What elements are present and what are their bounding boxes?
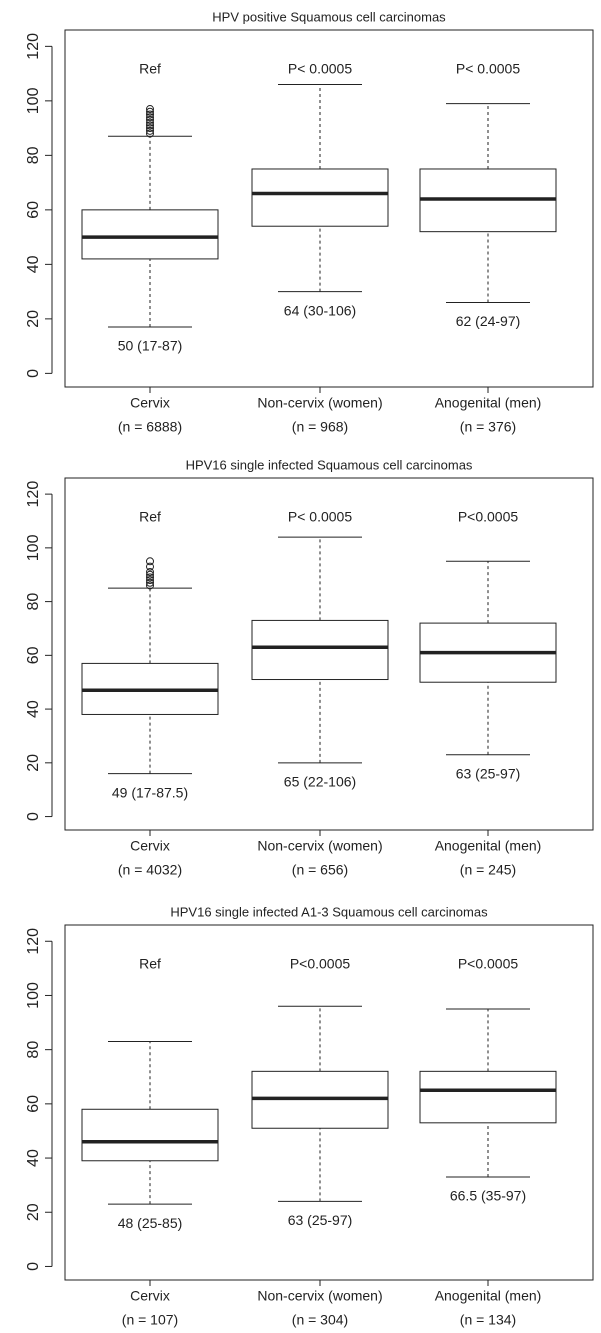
stat-label: 49 (17-87.5) xyxy=(112,784,188,800)
outlier xyxy=(146,124,154,133)
count-label: (n = 376) xyxy=(460,419,516,435)
count-label: (n = 4032) xyxy=(118,862,182,878)
outlier xyxy=(146,557,154,566)
x-tick-label: Anogenital (men) xyxy=(435,395,542,411)
y-tick-label: 20 xyxy=(25,1203,42,1221)
outlier xyxy=(146,113,154,122)
y-tick-label: 120 xyxy=(25,33,42,60)
outlier xyxy=(146,110,154,119)
chart-title: HPV16 single infected Squamous cell carc… xyxy=(186,457,473,472)
outlier xyxy=(146,118,154,127)
y-tick-label: 100 xyxy=(25,534,42,561)
p-label: P< 0.0005 xyxy=(456,61,520,77)
outlier xyxy=(146,105,154,114)
plot-frame xyxy=(64,924,594,1281)
box xyxy=(81,209,219,260)
y-tick-label: 120 xyxy=(25,928,42,955)
x-tick-label: Anogenital (men) xyxy=(435,1288,542,1304)
y-tick-label: 40 xyxy=(25,1149,42,1167)
outlier xyxy=(146,581,154,590)
y-tick-label: 0 xyxy=(25,369,42,378)
x-tick-label: Cervix xyxy=(130,395,170,411)
x-tick-label: Cervix xyxy=(130,838,170,854)
y-tick-label: 0 xyxy=(25,1262,42,1271)
outlier xyxy=(146,115,154,124)
box xyxy=(251,619,389,681)
y-tick-label: 80 xyxy=(25,1041,42,1059)
outlier xyxy=(146,126,154,135)
plot-frame xyxy=(64,477,594,831)
x-tick-label: Cervix xyxy=(130,1288,170,1304)
p-label: Ref xyxy=(139,509,161,525)
stat-label: 63 (25-97) xyxy=(288,1212,353,1228)
stat-label: 65 (22-106) xyxy=(284,774,356,790)
stat-label: 64 (30-106) xyxy=(284,302,356,318)
stat-label: 62 (24-97) xyxy=(456,313,521,329)
p-label: P< 0.0005 xyxy=(288,61,352,77)
outlier xyxy=(146,129,154,138)
chart-title: HPV16 single infected A1-3 Squamous cell… xyxy=(170,904,488,919)
count-label: (n = 968) xyxy=(292,419,348,435)
outlier xyxy=(146,568,154,577)
y-tick-label: 100 xyxy=(25,982,42,1009)
y-tick-label: 60 xyxy=(25,201,42,219)
y-tick-label: 100 xyxy=(25,87,42,114)
outlier xyxy=(146,578,154,587)
p-label: Ref xyxy=(139,956,161,972)
count-label: (n = 134) xyxy=(460,1312,516,1328)
p-label: P<0.0005 xyxy=(458,509,519,525)
stat-label: 66.5 (35-97) xyxy=(450,1188,526,1204)
y-tick-label: 60 xyxy=(25,1095,42,1113)
box xyxy=(419,1070,557,1124)
y-tick-label: 40 xyxy=(25,700,42,718)
stat-label: 48 (25-85) xyxy=(118,1215,183,1231)
y-tick-label: 120 xyxy=(25,481,42,508)
outlier xyxy=(146,121,154,130)
count-label: (n = 6888) xyxy=(118,419,182,435)
count-label: (n = 656) xyxy=(292,862,348,878)
outlier xyxy=(146,573,154,582)
x-tick-label: Non-cervix (women) xyxy=(257,838,382,854)
count-label: (n = 304) xyxy=(292,1312,348,1328)
y-tick-label: 20 xyxy=(25,310,42,328)
y-tick-label: 40 xyxy=(25,255,42,273)
box xyxy=(251,168,389,227)
outlier xyxy=(146,107,154,116)
outlier xyxy=(146,562,154,571)
p-label: P< 0.0005 xyxy=(288,509,352,525)
x-tick-label: Non-cervix (women) xyxy=(257,1288,382,1304)
x-tick-label: Non-cervix (women) xyxy=(257,395,382,411)
stat-label: 50 (17-87) xyxy=(118,338,183,354)
p-label: P<0.0005 xyxy=(458,956,519,972)
stat-label: 63 (25-97) xyxy=(456,765,521,781)
chart-title: HPV positive Squamous cell carcinomas xyxy=(212,9,446,24)
y-tick-label: 80 xyxy=(25,146,42,164)
y-tick-label: 0 xyxy=(25,812,42,821)
p-label: Ref xyxy=(139,61,161,77)
outlier xyxy=(146,570,154,579)
x-tick-label: Anogenital (men) xyxy=(435,838,542,854)
box xyxy=(81,1108,219,1162)
count-label: (n = 107) xyxy=(122,1312,178,1328)
p-label: P<0.0005 xyxy=(290,956,351,972)
count-label: (n = 245) xyxy=(460,862,516,878)
y-tick-label: 60 xyxy=(25,646,42,664)
y-tick-label: 20 xyxy=(25,754,42,772)
plot-frame xyxy=(64,29,594,388)
outlier xyxy=(146,576,154,585)
y-tick-label: 80 xyxy=(25,593,42,611)
